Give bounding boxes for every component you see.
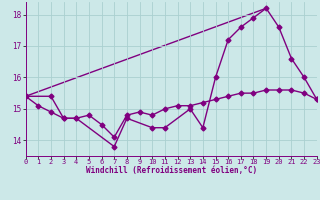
X-axis label: Windchill (Refroidissement éolien,°C): Windchill (Refroidissement éolien,°C) [86,166,257,175]
